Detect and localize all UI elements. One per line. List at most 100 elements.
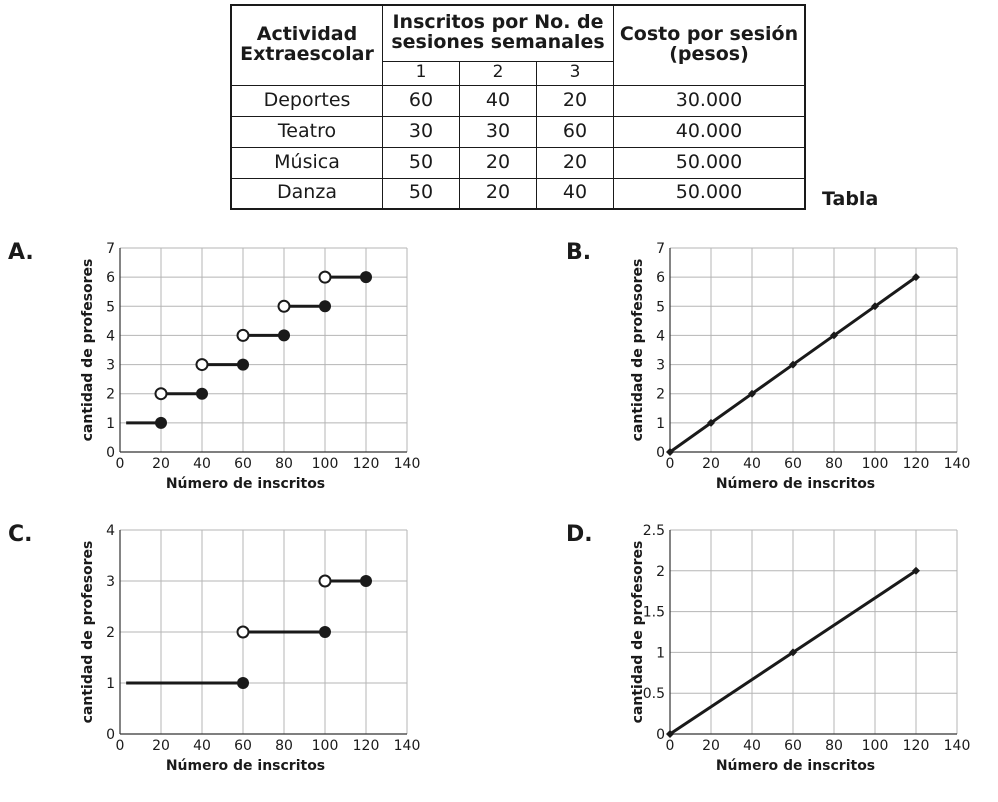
y-tick-label: 4 [106,328,115,344]
y-tick-label: 5 [106,299,115,315]
x-tick-label: 60 [234,738,252,754]
option-label-a: A. [8,240,34,265]
table-row: Música 50 20 20 50.000 [230,146,806,179]
x-tick-label: 60 [234,456,252,472]
option-label-c: C. [8,522,33,547]
session-label: 1 [382,60,460,86]
y-tick-label: 2 [106,387,115,403]
x-axis-title: Número de inscritos [166,476,325,492]
table-cell: 20 [536,146,614,179]
y-tick-label: 1 [656,645,665,661]
y-tick-label: 0 [656,727,665,743]
x-tick-label: 120 [903,456,930,472]
table-cell: 40 [459,84,537,117]
activity-name: Deportes [230,84,383,117]
y-axis-title: cantidad de profesores [630,541,646,724]
closed-point-marker [360,271,372,284]
y-tick-label: 0.5 [643,686,665,702]
x-tick-label: 140 [944,456,971,472]
open-point-marker [154,387,168,401]
session-label: 3 [536,60,614,86]
data-point-marker [871,302,879,311]
closed-point-marker [237,358,249,371]
enrollment-table: Actividad Extraescolar Inscritos por No.… [230,4,806,210]
header-enrolled: Inscritos por No. de sesiones semanales [382,4,614,62]
y-tick-label: 2.5 [643,523,665,539]
x-tick-label: 40 [743,456,761,472]
table-cell: 60 [536,115,614,148]
x-tick-label: 0 [666,738,675,754]
x-tick-label: 80 [825,456,843,472]
y-tick-label: 1 [106,676,115,692]
y-tick-label: 2 [656,564,665,580]
header-activity: Actividad Extraescolar [230,4,383,86]
chart-d: 0 20 40 60 80 100 120 140 0 0.5 1 1.5 2 2.5 Número de … [630,523,971,774]
table-cell: 50 [382,146,460,179]
open-point-marker [318,270,332,284]
data-point-marker [912,566,920,575]
x-tick-label: 80 [825,738,843,754]
table-cell: 30 [459,115,537,148]
closed-point-marker [237,677,249,689]
table-cell: 20 [459,177,537,210]
table-cell: 50 [382,177,460,210]
y-tick-label: 2 [656,387,665,403]
activity-name: Música [230,146,383,179]
closed-point-marker [360,575,372,587]
table-cell: 60 [382,84,460,117]
x-axis-title: Número de inscritos [716,476,875,492]
x-tick-label: 40 [743,738,761,754]
table-caption: Tabla [822,188,879,210]
x-tick-label: 140 [394,738,421,754]
x-tick-label: 20 [702,738,720,754]
closed-point-marker [155,416,167,429]
x-tick-label: 0 [666,456,675,472]
table-cell: 40 [536,177,614,210]
open-point-marker [236,328,250,342]
x-tick-label: 60 [784,456,802,472]
open-point-marker [195,358,209,372]
y-tick-label: 1 [106,416,115,432]
x-tick-label: 20 [152,738,170,754]
closed-point-marker [278,329,290,342]
data-point-marker [707,418,715,427]
x-tick-label: 140 [394,456,421,472]
y-tick-label: 2 [106,625,115,641]
x-tick-label: 120 [903,738,930,754]
x-tick-label: 20 [152,456,170,472]
x-tick-label: 140 [944,738,971,754]
header-cost: Costo por sesión (pesos) [613,4,806,86]
x-tick-label: 100 [862,456,889,472]
y-tick-label: 3 [106,358,115,374]
x-tick-label: 120 [353,456,380,472]
y-tick-label: 3 [106,574,115,590]
x-tick-label: 120 [353,738,380,754]
x-tick-label: 100 [312,738,339,754]
cost-cell: 50.000 [613,177,806,210]
x-axis-title: Número de inscritos [166,758,325,774]
data-point-marker [789,360,797,369]
data-point-marker [666,448,674,456]
table-cell: 20 [459,146,537,179]
table-row: Danza 50 20 40 50.000 [230,177,806,210]
chart-b: 0 20 40 60 80 100 120 140 0 1 2 3 4 5 6 7 Número de insc… [630,241,971,492]
y-tick-label: 7 [656,241,665,257]
y-tick-label: 1 [656,416,665,432]
y-tick-label: 6 [106,270,115,286]
y-tick-label: 6 [656,270,665,286]
x-tick-label: 80 [275,456,293,472]
chart-a: 0 20 40 60 80 100 120 140 0 1 2 3 4 5 6 7 Número de insc… [80,241,421,492]
y-tick-label: 7 [106,241,115,257]
y-axis-title: cantidad de profesores [630,259,646,442]
table-cell: 20 [536,84,614,117]
cost-cell: 40.000 [613,115,806,148]
data-point-marker [748,389,756,398]
y-tick-label: 0 [106,727,115,743]
activity-name: Danza [230,177,383,210]
y-tick-label: 5 [656,299,665,315]
data-point-marker [789,648,797,657]
y-tick-label: 1.5 [643,605,665,621]
x-tick-label: 0 [116,738,125,754]
x-tick-label: 40 [193,456,211,472]
x-axis-title: Número de inscritos [716,758,875,774]
